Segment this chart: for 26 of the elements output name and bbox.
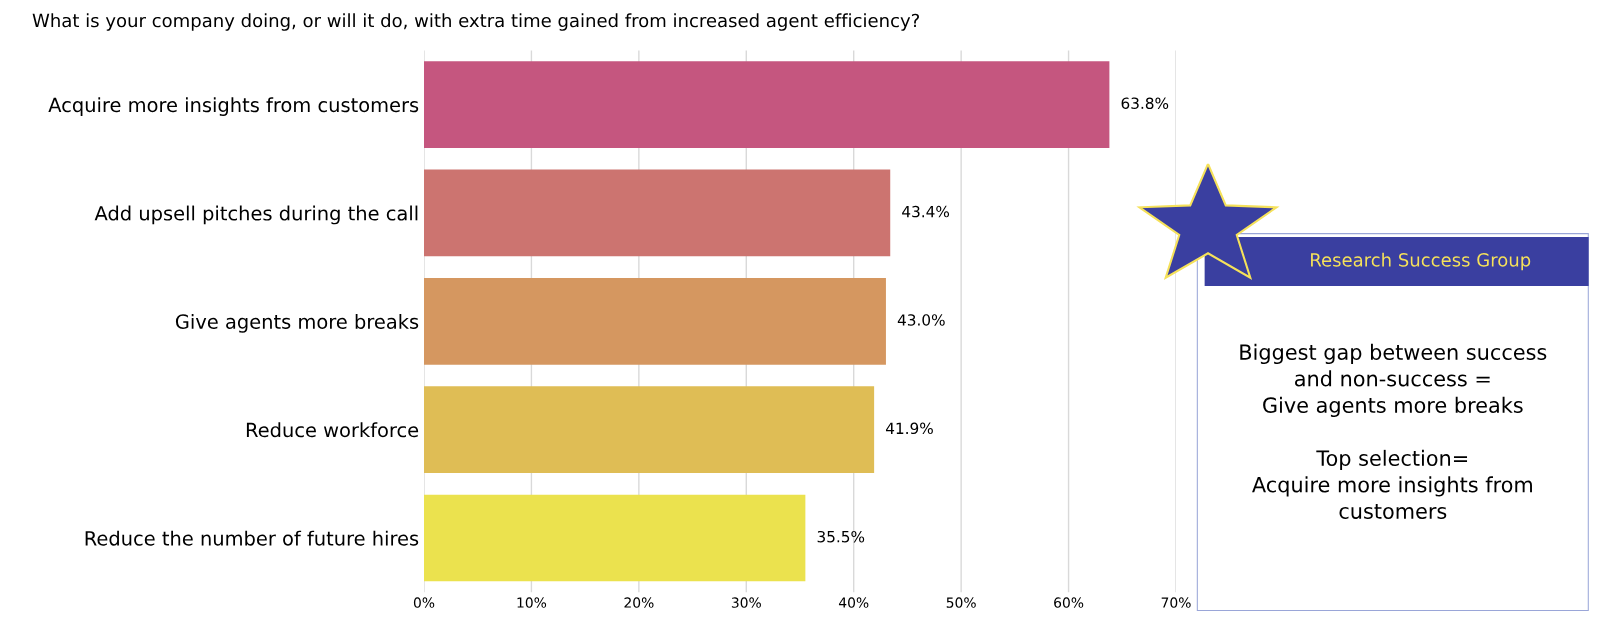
x-tick-label: 10% <box>517 597 547 608</box>
x-tick-label: 50% <box>946 597 976 608</box>
bar <box>424 386 875 473</box>
y-tick-label: Give agents more breaks <box>175 313 419 333</box>
text: Biggest gap between success and non-success = Give agents more breaks Top selection= Acquire more insights from customers <box>1240 343 1547 519</box>
bar <box>424 277 886 365</box>
x-tick-label: 40% <box>838 597 869 608</box>
data-label: 35.5% <box>817 530 865 543</box>
y-tick-label: Acquire more insights from customers <box>48 97 419 117</box>
data-label: 43.0% <box>897 314 945 326</box>
text: Research Success Group <box>1311 252 1531 271</box>
x-tick-label: 30% <box>731 597 761 608</box>
chart-title: What is your company doing, or will it do, with extra time gained from increased agent efficiency? <box>32 13 919 31</box>
data-label: 43.4% <box>902 205 950 218</box>
y-tick-label: Add upsell pitches during the call <box>94 205 418 225</box>
x-tick-label: 70% <box>1161 597 1191 608</box>
data-label: 63.8% <box>1121 97 1169 110</box>
bar <box>424 494 806 582</box>
y-tick-label: Reduce the number of future hires <box>85 530 419 546</box>
x-tick-label: 0% <box>413 597 435 608</box>
y-tick-label: Reduce workforce <box>246 422 419 438</box>
bar <box>424 61 1110 148</box>
data-label: 41.9% <box>885 422 933 435</box>
bar <box>424 169 891 257</box>
x-tick-label: 20% <box>624 597 654 608</box>
x-tick-label: 60% <box>1054 597 1084 608</box>
